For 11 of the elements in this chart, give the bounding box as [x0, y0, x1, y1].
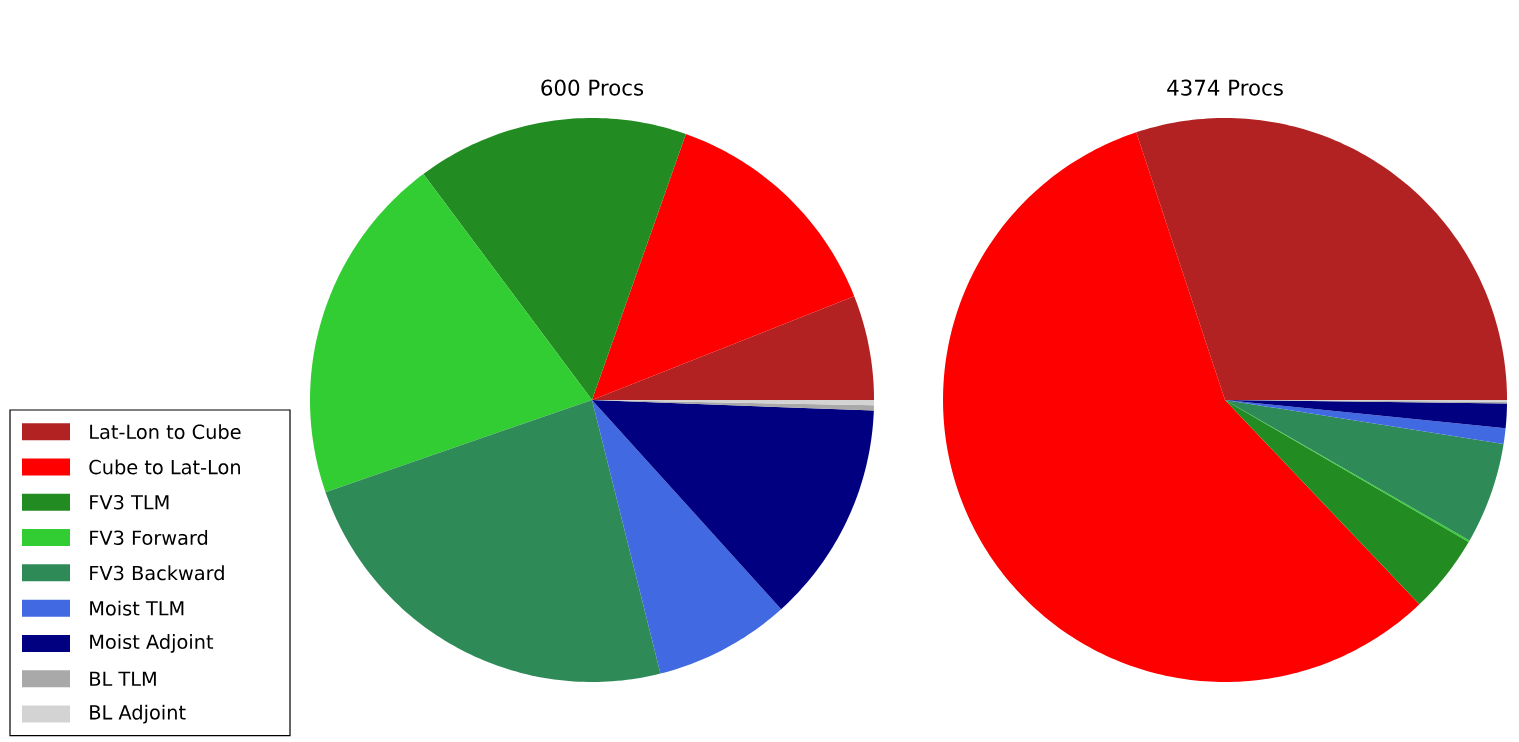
legend-label: BL Adjoint: [90, 704, 186, 724]
legend-label: Moist TLM: [90, 600, 184, 616]
legend-label: Lat-Lon to Cube: [90, 424, 241, 440]
chart-title: 600 Procs: [541, 79, 644, 96]
legend-label: FV3 TLM: [90, 494, 169, 510]
legend-label: Moist Adjoint: [90, 634, 214, 653]
legend-label: BL TLM: [90, 671, 156, 686]
chart-title: 4374 Procs: [1167, 79, 1283, 96]
legend-label: Cube to Lat-Lon: [89, 459, 240, 475]
legend-label: FV3 Backward: [90, 565, 224, 581]
legend-label: FV3 Forward: [90, 530, 208, 546]
